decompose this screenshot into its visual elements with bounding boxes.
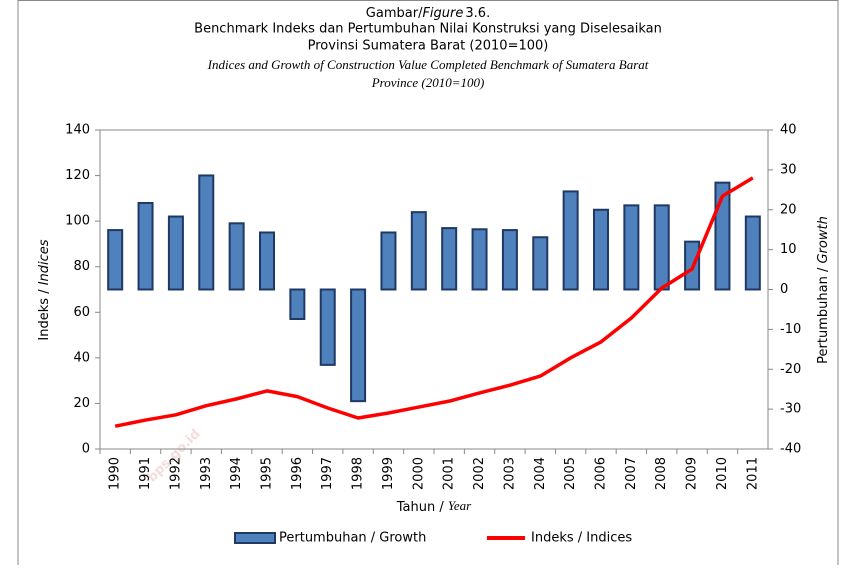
y2-tick-label: -20 bbox=[780, 362, 801, 377]
y2-tick-label: -40 bbox=[780, 442, 801, 457]
y2-axis-label: Pertumbuhan / Growth bbox=[816, 216, 831, 364]
x-tick-label: 1996 bbox=[290, 457, 305, 490]
y2-tick-label: 40 bbox=[780, 123, 797, 138]
x-tick-label: 2001 bbox=[442, 457, 457, 490]
figure-label: Gambar/Figure 3.6. bbox=[366, 6, 490, 21]
bar bbox=[744, 215, 761, 291]
x-tick-label: 2007 bbox=[624, 457, 639, 490]
bar bbox=[198, 174, 215, 291]
y-tick-label: 80 bbox=[73, 259, 90, 274]
x-tick-label: 2002 bbox=[472, 457, 487, 490]
x-tick-label: 1994 bbox=[229, 457, 244, 490]
chart-title: Benchmark Indeks dan Pertumbuhan Nilai K… bbox=[194, 22, 662, 37]
bar bbox=[532, 236, 549, 291]
y2-tick-label: 10 bbox=[780, 242, 797, 257]
y2-tick-label: -30 bbox=[780, 402, 801, 417]
y2-tick-label: 20 bbox=[780, 202, 797, 217]
y-axis-label: Indeks / Indices bbox=[37, 239, 52, 340]
x-tick-label: 1992 bbox=[168, 457, 183, 490]
chart-frame bbox=[17, 0, 839, 569]
x-tick-label: 2009 bbox=[685, 457, 700, 490]
bar bbox=[319, 288, 336, 366]
chart-subtitle: Province (2010=100) bbox=[371, 75, 485, 90]
bar bbox=[410, 211, 427, 291]
line bbox=[114, 176, 754, 428]
y-tick-label: 100 bbox=[65, 214, 90, 229]
legend-label: Pertumbuhan / Growth bbox=[279, 531, 426, 546]
bar bbox=[107, 229, 124, 291]
bar bbox=[228, 222, 245, 291]
bar bbox=[593, 208, 609, 291]
x-tick-label: 2005 bbox=[563, 457, 578, 490]
x-tick-label: 1997 bbox=[320, 457, 335, 490]
bar bbox=[350, 288, 367, 403]
x-tick-label: 2000 bbox=[411, 457, 426, 490]
x-tick-label: 1991 bbox=[138, 457, 153, 490]
bar bbox=[714, 181, 731, 291]
y2-tick-label: 30 bbox=[780, 162, 797, 177]
bar bbox=[441, 227, 458, 291]
legend-swatch bbox=[234, 532, 276, 544]
y-tick-label: 40 bbox=[73, 350, 90, 365]
x-tick-label: 1998 bbox=[351, 457, 366, 490]
x-tick-label: 2008 bbox=[654, 457, 669, 490]
x-tick-label: 2004 bbox=[533, 457, 548, 490]
bar bbox=[137, 201, 154, 291]
chart-subtitle: Indices and Growth of Construction Value… bbox=[207, 57, 649, 72]
x-tick-label: 1993 bbox=[199, 457, 214, 490]
x-tick-label: 2011 bbox=[745, 457, 760, 490]
chart-title: Provinsi Sumatera Barat (2010=100) bbox=[308, 39, 549, 54]
x-axis-label: Tahun / Year bbox=[396, 498, 472, 515]
legend-label: Indeks / Indices bbox=[531, 531, 632, 546]
x-tick-label: 2006 bbox=[594, 457, 609, 490]
x-tick-label: 1990 bbox=[108, 457, 123, 490]
y-tick-label: 60 bbox=[73, 305, 90, 320]
x-tick-label: 1999 bbox=[381, 457, 396, 490]
y-tick-label: 140 bbox=[65, 123, 90, 138]
x-tick-label: 1995 bbox=[260, 457, 275, 490]
bar bbox=[259, 231, 275, 291]
y2-tick-label: -10 bbox=[780, 322, 801, 337]
y-tick-label: 20 bbox=[73, 396, 90, 411]
bar bbox=[501, 229, 518, 291]
bar bbox=[289, 288, 306, 321]
bar bbox=[562, 190, 579, 291]
y2-tick-label: 0 bbox=[780, 282, 788, 297]
bar bbox=[653, 204, 670, 291]
y-tick-label: 0 bbox=[82, 442, 90, 457]
bar bbox=[471, 228, 488, 291]
y-tick-label: 120 bbox=[65, 168, 90, 183]
bar bbox=[167, 215, 184, 291]
x-tick-label: 2003 bbox=[502, 457, 517, 490]
x-tick-label: 2010 bbox=[715, 457, 730, 490]
bar bbox=[623, 204, 640, 291]
bar bbox=[380, 231, 397, 291]
